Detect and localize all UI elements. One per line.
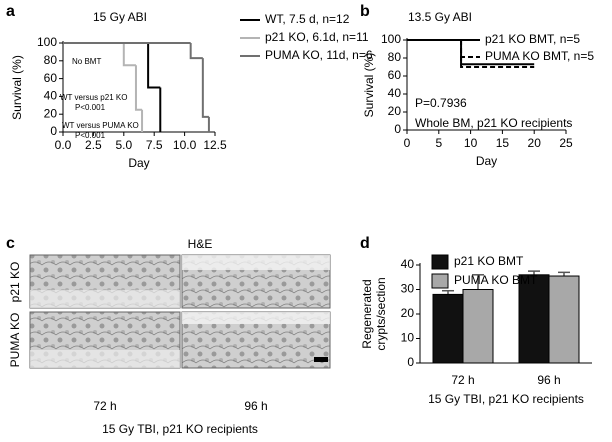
bar — [462, 289, 494, 364]
image-title: H&E — [188, 237, 213, 251]
survival-step — [147, 43, 161, 89]
x-tick-label: 0 — [404, 136, 411, 150]
x-tick-label: 20 — [528, 136, 542, 150]
y-tick-label: 80 — [388, 50, 402, 64]
y-tick-label: 60 — [44, 71, 58, 85]
caption: 15 Gy TBI, p21 KO recipients — [102, 422, 258, 436]
survival-step — [201, 58, 209, 118]
y-tick-label: 20 — [388, 104, 402, 118]
lumen — [30, 350, 180, 368]
chart-title: 13.5 Gy ABI — [408, 10, 472, 24]
y-axis-label: Survival (%) — [362, 53, 376, 118]
y-tick-label: 40 — [401, 257, 415, 271]
x-axis-label: 15 Gy TBI, p21 KO recipients — [428, 392, 584, 406]
row-label: PUMA KO — [8, 313, 22, 368]
y-tick-label: 10 — [401, 331, 415, 345]
y-tick-label: 60 — [388, 68, 402, 82]
y-tick-label: 0 — [50, 124, 57, 138]
y-tick-label: 100 — [37, 35, 57, 49]
survival-step — [134, 65, 143, 111]
annotation: WT versus p21 KO — [60, 93, 127, 102]
legend-label: p21 KO BMT, n=5 — [485, 32, 580, 46]
x-tick-label: 10 — [464, 136, 478, 150]
panel-label: c — [6, 235, 15, 252]
x-tick-label: 0.0 — [55, 138, 72, 152]
y-tick-label: 20 — [44, 106, 58, 120]
x-tick-label: 5.0 — [115, 138, 132, 152]
panel-label: d — [360, 235, 370, 252]
y-tick-label: 0 — [394, 122, 401, 136]
x-axis-label: Day — [476, 154, 497, 168]
annotation: WT versus PUMA KO — [62, 121, 139, 130]
survival-step — [122, 43, 136, 67]
x-tick-label: 7.5 — [146, 138, 163, 152]
y-axis-label: Survival (%) — [10, 55, 24, 120]
lumen — [30, 290, 180, 308]
annotation: Whole BM, p21 KO recipients — [415, 116, 572, 130]
chart-title: 15 Gy ABI — [93, 10, 147, 24]
x-tick-label: 12.5 — [203, 138, 227, 152]
legend-label: WT, 7.5 d, n=12 — [265, 12, 350, 26]
y-tick-label: 100 — [381, 32, 401, 46]
legend-label: PUMA KO BMT, n=5 — [485, 49, 594, 63]
lumen — [182, 312, 330, 324]
annotation: P<0.001 — [75, 103, 106, 112]
lumen — [182, 255, 330, 270]
bar — [518, 274, 550, 364]
legend-label: p21 KO BMT — [454, 254, 524, 268]
y-tick-label: 0 — [407, 355, 414, 369]
annotation: P<0.001 — [75, 131, 106, 140]
col-label: 72 h — [93, 399, 116, 413]
bar — [432, 293, 464, 364]
col-label: 96 h — [244, 399, 267, 413]
x-axis-label: Day — [128, 156, 149, 170]
y-tick-label: 40 — [388, 86, 402, 100]
x-tick-label: 10.0 — [173, 138, 197, 152]
survival-step — [189, 43, 203, 60]
legend-swatch — [431, 254, 449, 270]
y-axis-label: crypts/section — [374, 277, 388, 350]
panel-label: a — [6, 3, 15, 20]
y-tick-label: 80 — [44, 53, 58, 67]
annotation: P=0.7936 — [415, 96, 467, 110]
row-label: p21 KO — [8, 262, 22, 303]
scale-bar — [314, 357, 328, 362]
legend-swatch — [431, 273, 449, 289]
y-axis-label: Regenerated — [360, 279, 374, 348]
legend-label: PUMA KO BMT — [454, 273, 538, 287]
x-tick-label: 2.5 — [85, 138, 102, 152]
legend-label: p21 KO, 6.1d, n=11 — [265, 30, 369, 44]
histology-images — [29, 254, 331, 369]
x-tick-label: 5 — [435, 136, 442, 150]
x-tick-label: 96 h — [537, 373, 560, 387]
panel-label: b — [360, 3, 370, 20]
y-tick-label: 20 — [401, 306, 415, 320]
x-tick-label: 25 — [559, 136, 573, 150]
survival-step — [460, 40, 535, 68]
annotation: No BMT — [72, 57, 101, 66]
y-tick-label: 30 — [401, 282, 415, 296]
y-tick-label: 40 — [44, 89, 58, 103]
x-tick-label: 72 h — [451, 373, 474, 387]
legend-label: PUMA KO, 11d, n=6 — [265, 48, 373, 62]
x-tick-label: 15 — [496, 136, 510, 150]
bar — [548, 275, 580, 364]
